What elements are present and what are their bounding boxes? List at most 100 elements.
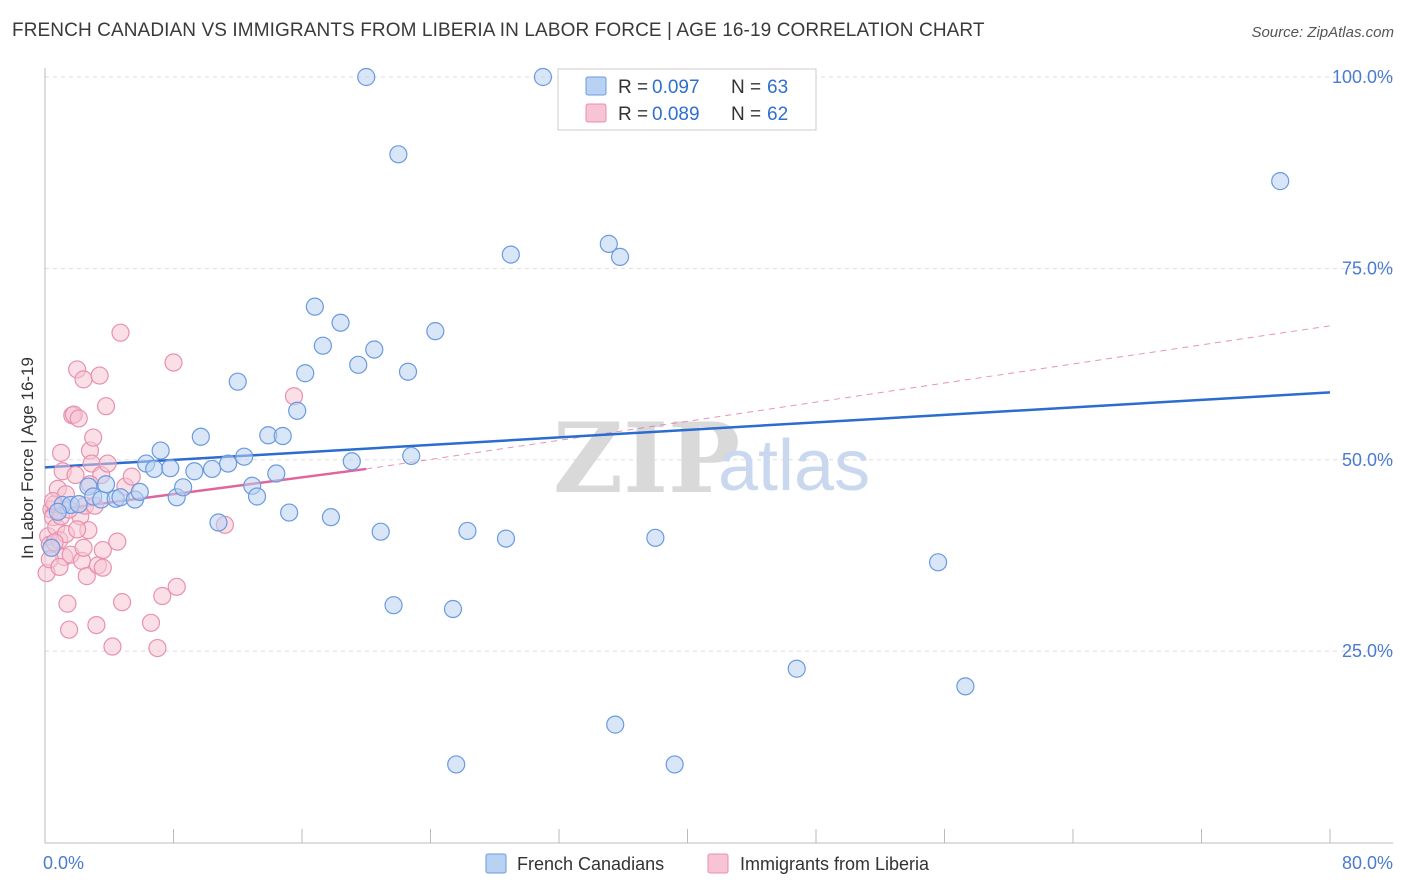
french-canadians-point-30 bbox=[280, 503, 299, 522]
french-canadians-point-22 bbox=[219, 454, 238, 473]
watermark-atlas: atlas bbox=[718, 426, 870, 506]
y-tick-label-3: 100.0% bbox=[1332, 67, 1393, 87]
french-canadians-point-52 bbox=[533, 67, 553, 87]
french-canadians-point-40 bbox=[365, 340, 384, 359]
trend-line-french-canadians bbox=[44, 391, 1331, 469]
source-label: Source: ZipAtlas.com bbox=[1251, 24, 1394, 41]
french-canadians-point-47 bbox=[443, 599, 463, 619]
french-canadians-point-3 bbox=[69, 495, 88, 514]
liberia-point-56 bbox=[74, 538, 93, 557]
french-canadians-point-17 bbox=[174, 478, 193, 497]
liberia-point-29 bbox=[84, 428, 103, 447]
bottom-legend-swatch-liberia bbox=[707, 853, 729, 874]
trend-line-liberia-dashed bbox=[366, 325, 1331, 470]
legend-n-label-0: N = bbox=[731, 77, 761, 98]
y-axis-title: In Labor Force | Age 16-19 bbox=[18, 357, 37, 559]
watermark-zip: ZIP bbox=[553, 402, 740, 515]
liberia-point-39 bbox=[108, 532, 127, 551]
french-canadians-point-23 bbox=[228, 372, 247, 391]
y-tick-label-0: 25.0% bbox=[1342, 641, 1393, 661]
french-canadians-point-33 bbox=[305, 297, 324, 316]
liberia-point-55 bbox=[68, 520, 87, 539]
french-canadians-point-44 bbox=[398, 362, 418, 381]
legend-r-value-0: 0.097 bbox=[652, 77, 700, 98]
legend: R = 0.097 N = 63 R = 0.089 N = 62 bbox=[557, 68, 817, 131]
french-canadians-point-24 bbox=[235, 447, 254, 466]
french-canadians-point-7 bbox=[96, 475, 116, 494]
liberia-point-33 bbox=[90, 366, 109, 385]
french-canadians-point-36 bbox=[331, 313, 350, 332]
french-canadians-point-13 bbox=[145, 459, 164, 479]
liberia-point-37 bbox=[98, 454, 117, 473]
french-canadians-point-34 bbox=[313, 336, 332, 355]
liberia-point-53 bbox=[51, 443, 71, 462]
liberia-point-36 bbox=[96, 397, 116, 416]
french-canadians-point-53 bbox=[599, 234, 618, 253]
french-canadians-point-57 bbox=[665, 755, 684, 774]
french-canadians-point-58 bbox=[787, 659, 806, 678]
french-canadians-point-11 bbox=[130, 482, 149, 502]
legend-n-value-0: 63 bbox=[767, 77, 788, 98]
french-canadians-point-35 bbox=[321, 508, 341, 527]
french-canadians-point-56 bbox=[646, 528, 665, 547]
liberia-point-58 bbox=[50, 557, 69, 577]
x-tick-label-0: 0.0% bbox=[43, 853, 84, 873]
french-canadians-point-26 bbox=[247, 487, 267, 506]
french-canadians-point-51 bbox=[501, 245, 520, 264]
legend-n-value-1: 62 bbox=[767, 104, 788, 125]
french-canadians-point-42 bbox=[384, 596, 403, 615]
y-tick-label-1: 50.0% bbox=[1342, 450, 1393, 470]
french-canadians-point-45 bbox=[402, 446, 421, 466]
liberia-point-61 bbox=[93, 540, 112, 560]
liberia-point-40 bbox=[111, 323, 130, 342]
liberia-point-48 bbox=[167, 577, 186, 596]
french-canadians-point-37 bbox=[342, 452, 361, 471]
french-canadians-point-15 bbox=[161, 459, 180, 478]
legend-r-label-1: R = bbox=[618, 104, 648, 125]
french-canadians-point-49 bbox=[458, 521, 477, 541]
liberia-point-43 bbox=[122, 467, 141, 486]
french-canadians-point-29 bbox=[273, 426, 292, 446]
french-canadians-point-60 bbox=[956, 677, 975, 696]
french-canadians-point-43 bbox=[389, 145, 408, 164]
french-canadians-point-31 bbox=[288, 401, 307, 420]
french-canadians-point-21 bbox=[209, 513, 228, 532]
french-canadians-point-38 bbox=[349, 355, 368, 374]
legend-swatch-french-canadians bbox=[585, 76, 607, 96]
french-canadians-point-32 bbox=[296, 364, 315, 383]
legend-r-value-1: 0.089 bbox=[652, 104, 700, 125]
french-canadians-point-20 bbox=[202, 459, 222, 479]
french-canadians-point-48 bbox=[447, 755, 466, 774]
liberia-point-14 bbox=[59, 620, 79, 639]
french-canadians-point-61 bbox=[1271, 172, 1290, 191]
liberia-point-20 bbox=[69, 409, 88, 428]
french-canadians-point-54 bbox=[606, 715, 625, 734]
french-canadians-point-19 bbox=[185, 462, 204, 481]
french-canadians-point-18 bbox=[191, 427, 210, 446]
liberia-point-46 bbox=[153, 586, 172, 606]
liberia-point-38 bbox=[103, 637, 122, 656]
legend-r-label-0: R = bbox=[618, 77, 648, 98]
bottom-legend-label-french-canadians: French Canadians bbox=[517, 854, 664, 874]
axes bbox=[44, 68, 1393, 844]
grid-lines bbox=[45, 76, 1393, 652]
watermark: ZIP atlas bbox=[553, 402, 870, 515]
french-canadians-point-46 bbox=[426, 322, 445, 341]
french-canadians-point-50 bbox=[496, 529, 516, 548]
legend-swatch-liberia bbox=[585, 103, 607, 123]
liberia-point-23 bbox=[74, 370, 93, 389]
x-tick-label-1: 80.0% bbox=[1342, 853, 1393, 873]
bottom-legend-label-liberia: Immigrants from Liberia bbox=[740, 854, 930, 874]
liberia-point-18 bbox=[66, 465, 85, 485]
liberia-point-45 bbox=[148, 638, 167, 658]
series-french-canadians-points bbox=[42, 67, 1290, 774]
french-canadians-point-59 bbox=[928, 553, 948, 572]
legend-n-label-1: N = bbox=[731, 104, 761, 125]
liberia-point-35 bbox=[93, 558, 112, 577]
liberia-point-31 bbox=[87, 615, 106, 635]
series-liberia-points bbox=[37, 323, 304, 658]
french-canadians-point-0 bbox=[42, 538, 61, 557]
y-tick-label-2: 75.0% bbox=[1342, 258, 1393, 278]
bottom-legend-swatch-french-canadians bbox=[485, 853, 507, 874]
